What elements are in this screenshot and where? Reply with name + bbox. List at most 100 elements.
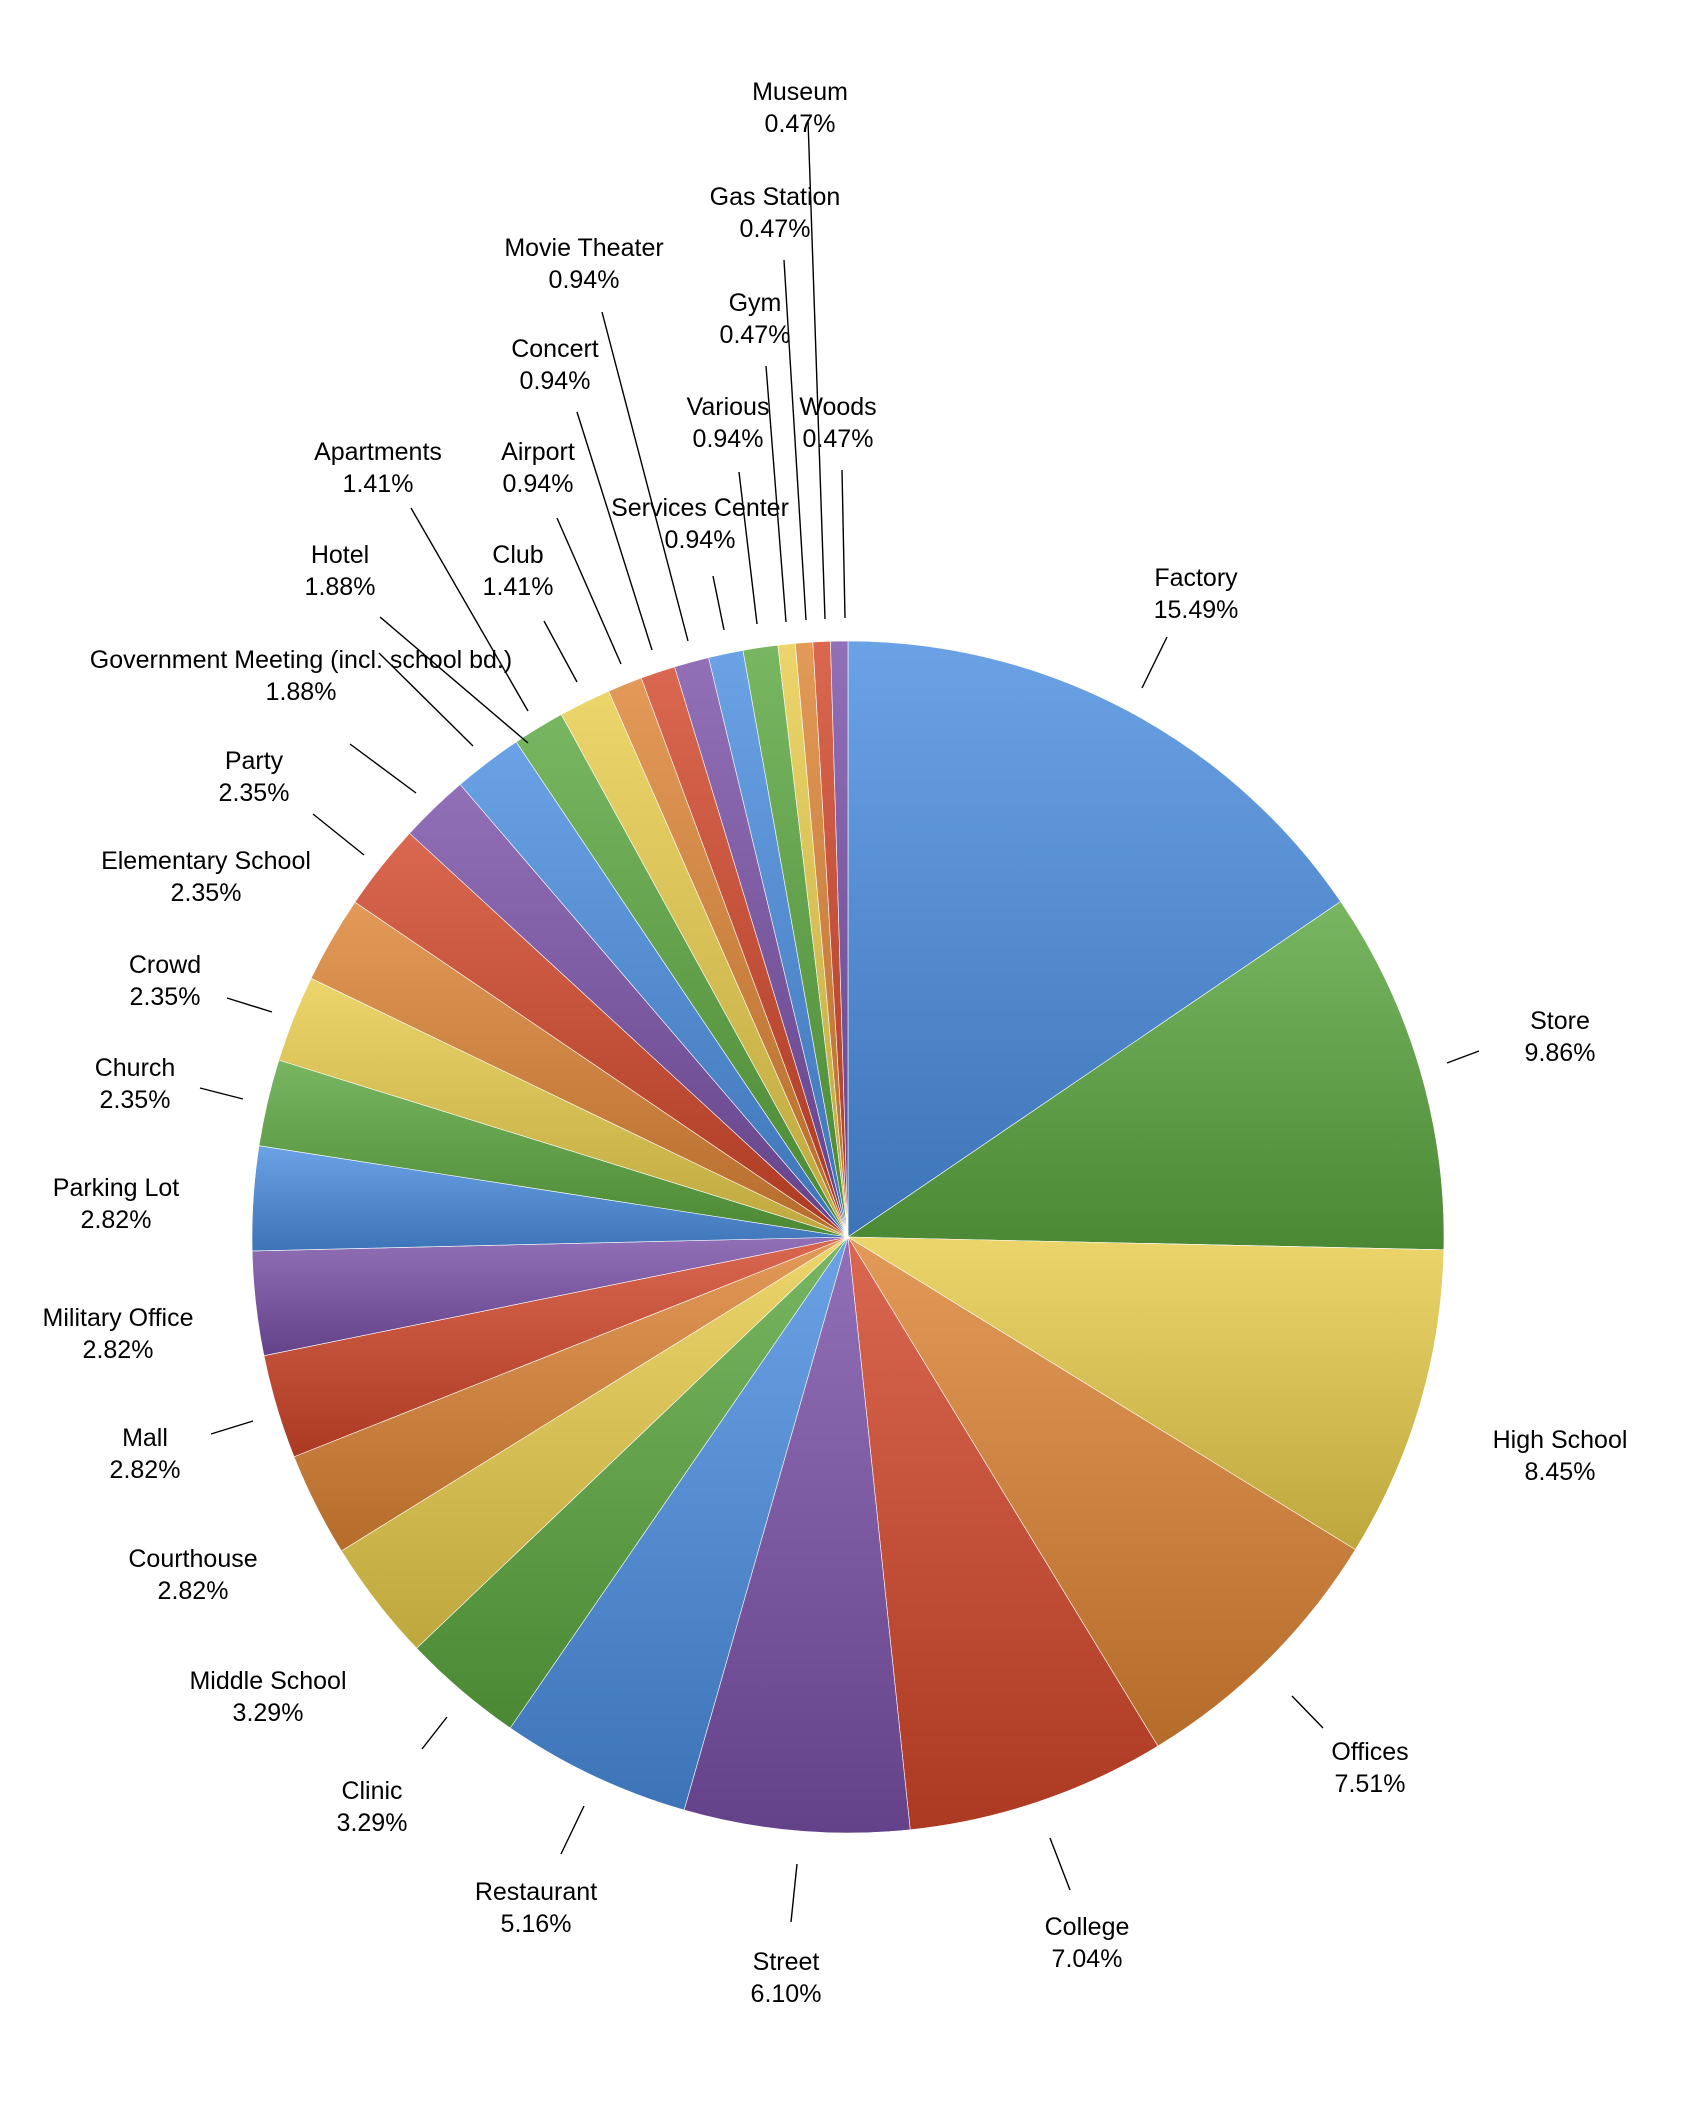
leader-line-party <box>349 743 417 794</box>
slice-label-hotel: Hotel 1.88% <box>305 541 376 601</box>
pie-slice-street <box>683 1236 911 1834</box>
slice-label-airport: Airport 0.94% <box>501 438 575 498</box>
slice-percent: 2.82% <box>83 1336 154 1364</box>
leader-line-mall <box>210 1420 254 1435</box>
slice-label-restaurant: Restaurant 5.16% <box>475 1878 597 1938</box>
slice-label-apartments: Apartments 1.41% <box>314 438 442 498</box>
slice-category: Gas Station <box>710 183 841 211</box>
slice-label-factory: Factory 15.49% <box>1154 564 1239 624</box>
slice-category: Woods <box>799 393 876 421</box>
slice-percent: 0.94% <box>665 526 736 554</box>
slice-label-museum: Museum 0.47% <box>752 78 848 138</box>
slice-label-concert: Concert 0.94% <box>511 335 599 395</box>
slice-percent: 0.94% <box>549 266 620 294</box>
slice-category: Concert <box>511 335 599 363</box>
pie-slice-restaurant <box>509 1236 849 1811</box>
slice-percent: 5.16% <box>501 1910 572 1938</box>
slice-category: Street <box>753 1948 820 1976</box>
slice-label-club: Club 1.41% <box>483 541 554 601</box>
slice-label-services-center: Services Center 0.94% <box>611 494 789 554</box>
slice-label-elementary-school: Elementary School 2.35% <box>101 847 311 907</box>
slice-percent: 0.47% <box>720 321 791 349</box>
slice-label-store: Store 9.86% <box>1525 1007 1596 1067</box>
slice-category: Church <box>95 1054 176 1082</box>
slice-category: Clinic <box>341 1777 402 1805</box>
leader-lines <box>199 119 1480 1923</box>
slice-label-college: College 7.04% <box>1045 1913 1130 1973</box>
slice-label-parking-lot: Parking Lot 2.82% <box>53 1174 180 1234</box>
pie-slice-college <box>847 1236 1159 1831</box>
slice-label-courthouse: Courthouse 2.82% <box>128 1545 257 1605</box>
slice-percent: 6.10% <box>751 1980 822 2008</box>
slice-percent: 1.41% <box>483 573 554 601</box>
slice-percent: 2.82% <box>110 1456 181 1484</box>
slice-category: Gym <box>729 289 782 317</box>
slice-category: Museum <box>752 78 848 106</box>
slice-category: Apartments <box>314 438 442 466</box>
slice-percent: 15.49% <box>1154 596 1239 624</box>
slice-label-woods: Woods 0.47% <box>799 393 876 453</box>
slice-percent: 0.47% <box>740 215 811 243</box>
slice-label-high-school: High School 8.45% <box>1493 1426 1628 1486</box>
slice-label-mall: Mall 2.82% <box>110 1424 181 1484</box>
slice-category: Factory <box>1154 564 1238 592</box>
leader-line-museum <box>807 119 826 620</box>
leader-line-government-meeting-incl-school-bd <box>378 652 474 747</box>
slice-category: College <box>1045 1913 1130 1941</box>
slice-percent: 2.82% <box>158 1577 229 1605</box>
slice-percent: 3.29% <box>337 1809 408 1837</box>
slice-category: Restaurant <box>475 1878 597 1906</box>
leader-line-store <box>1446 1050 1480 1064</box>
leader-line-hotel <box>379 616 529 744</box>
slice-category: Offices <box>1331 1738 1408 1766</box>
leader-line-gym <box>765 365 787 623</box>
slice-percent: 2.35% <box>171 879 242 907</box>
slice-percent: 9.86% <box>1525 1039 1596 1067</box>
slice-percent: 7.51% <box>1335 1770 1406 1798</box>
pie-slice-high-school <box>846 1236 1445 1551</box>
slice-label-gym: Gym 0.47% <box>720 289 791 349</box>
slice-category: Hotel <box>311 541 369 569</box>
slice-percent: 0.47% <box>803 425 874 453</box>
leader-line-gas-station <box>783 259 807 621</box>
slice-percent: 3.29% <box>233 1699 304 1727</box>
leader-line-crowd <box>226 997 273 1013</box>
slice-category: Military Office <box>43 1304 194 1332</box>
slice-category: Party <box>225 747 284 775</box>
slice-percent: 1.88% <box>305 573 376 601</box>
slice-percent: 1.41% <box>343 470 414 498</box>
slice-label-party: Party 2.35% <box>219 747 290 807</box>
pie-slice-offices <box>847 1236 1356 1747</box>
slice-percent: 0.94% <box>693 425 764 453</box>
slice-percent: 7.04% <box>1052 1945 1123 1973</box>
slice-percent: 0.94% <box>520 367 591 395</box>
leader-line-factory <box>1141 636 1168 689</box>
slice-category: Parking Lot <box>53 1174 180 1202</box>
slice-category: Airport <box>501 438 575 466</box>
pie-slice-factory <box>847 640 1342 1238</box>
slice-category: Various <box>687 393 770 421</box>
slice-percent: 2.82% <box>81 1206 152 1234</box>
leader-line-club <box>543 620 578 683</box>
slice-percent: 0.47% <box>765 110 836 138</box>
slice-percent: 8.45% <box>1525 1458 1596 1486</box>
slice-category: Mall <box>122 1424 168 1452</box>
leader-line-airport <box>556 517 622 665</box>
slice-label-middle-school: Middle School 3.29% <box>189 1667 346 1727</box>
leader-line-offices <box>1291 1695 1324 1729</box>
slice-percent: 2.35% <box>219 779 290 807</box>
leader-line-various <box>738 471 758 625</box>
slice-label-church: Church 2.35% <box>95 1054 176 1114</box>
leader-line-elementary-school <box>312 813 365 856</box>
slice-label-offices: Offices 7.51% <box>1331 1738 1408 1798</box>
slice-category: Club <box>492 541 543 569</box>
slice-label-street: Street 6.10% <box>751 1948 822 2008</box>
slice-label-crowd: Crowd 2.35% <box>129 951 201 1011</box>
leader-line-church <box>199 1087 244 1100</box>
slice-label-various: Various 0.94% <box>687 393 770 453</box>
slice-labels: Factory 15.49% Store 9.86% High School 8.45% O… <box>43 78 1628 2008</box>
leader-line-street <box>790 1863 798 1923</box>
slice-percent: 2.35% <box>130 983 201 1011</box>
slice-percent: 0.94% <box>503 470 574 498</box>
